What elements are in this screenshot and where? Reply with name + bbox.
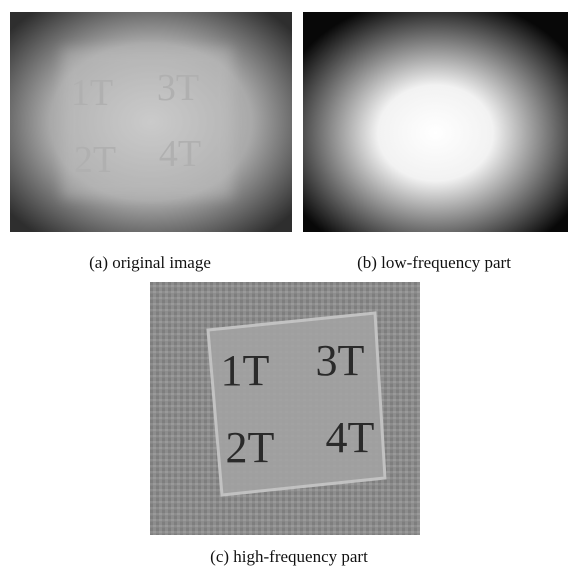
caption: (b) low-frequency part <box>357 253 511 272</box>
block-label: 1T <box>71 72 113 114</box>
block-label: 1T <box>221 346 270 395</box>
panel-a: 1T 3T 2T 4T (a) original image <box>10 12 292 272</box>
panel-b: (b) low-frequency part <box>303 12 568 272</box>
block-label: 2T <box>226 423 275 472</box>
figure: 1T 3T 2T 4T (a) original image (b) low-f… <box>0 0 577 571</box>
panel-c: 1T 3T 2T 4T (c) high-frequency part <box>150 282 420 566</box>
caption: (a) original image <box>89 253 211 272</box>
block-label: 3T <box>316 336 365 385</box>
block-label: 4T <box>159 133 201 175</box>
block-label: 3T <box>157 67 199 109</box>
block-label: 2T <box>74 139 116 181</box>
caption: (c) high-frequency part <box>210 547 368 566</box>
block-label: 4T <box>326 413 375 462</box>
low-frequency-image <box>303 12 568 232</box>
